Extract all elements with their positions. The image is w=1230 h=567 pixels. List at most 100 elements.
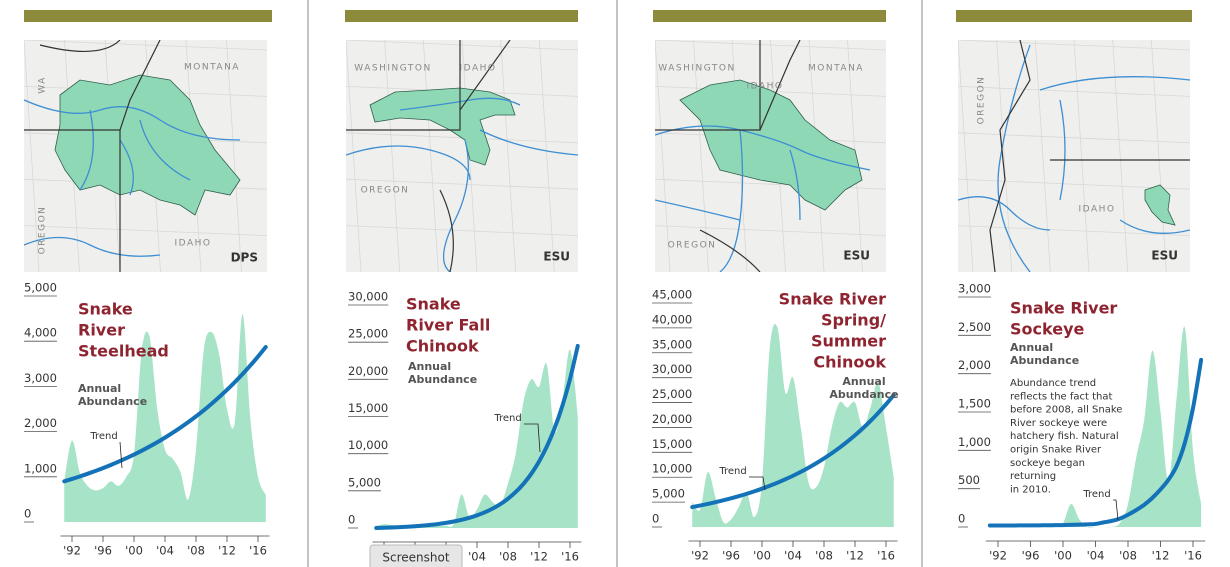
x-tick-label: '08 — [815, 549, 833, 563]
x-tick-label: '16 — [249, 544, 267, 558]
y-tick-label: 2,500 — [958, 320, 991, 334]
county-line — [1112, 40, 1129, 272]
trend-line — [62, 345, 268, 484]
map-label: OREGON — [977, 76, 987, 125]
x-tick-label: '00 — [125, 544, 143, 558]
map-badge: DPS — [231, 251, 258, 265]
map-label: IDAHO — [460, 64, 497, 74]
chart-subtitle: Annual — [842, 375, 885, 388]
county-line — [384, 40, 401, 272]
county-line — [422, 40, 439, 272]
abundance-area — [989, 326, 1202, 528]
state-border — [759, 40, 801, 131]
y-tick-label: 4,000 — [24, 326, 57, 340]
x-tick-label: '16 — [1184, 549, 1202, 563]
y-tick-label: 25,000 — [348, 327, 388, 341]
x-tick-label: '08 — [499, 550, 517, 564]
chart-note: sockeye began — [1010, 458, 1085, 469]
map — [24, 40, 267, 272]
x-tick-label: '12 — [530, 550, 548, 564]
chart-subtitle: Annual — [78, 382, 121, 395]
county-line — [24, 40, 267, 51]
chart-note: Abundance trend — [1010, 378, 1096, 389]
x-tick-label: '92 — [691, 549, 709, 563]
chart-note: in 2010. — [1010, 484, 1051, 495]
y-tick-label: 25,000 — [652, 387, 692, 401]
county-line — [346, 40, 362, 272]
trend-line — [987, 357, 1204, 528]
chart-title: Snake — [78, 300, 133, 319]
map-label: OREGON — [361, 186, 410, 196]
trend-line — [374, 343, 580, 530]
state-border — [39, 40, 121, 52]
trend-leader — [119, 441, 123, 469]
chart-note: River sockeye were — [1010, 418, 1107, 429]
map-label: MONTANA — [808, 64, 864, 74]
map-background — [958, 40, 1190, 272]
county-line — [226, 40, 242, 272]
chart-subtitle: Abundance — [1010, 354, 1079, 367]
chart-title: Steelhead — [78, 342, 169, 361]
y-tick-label: 5,000 — [348, 475, 381, 489]
y-tick-label: 5,000 — [24, 281, 57, 295]
y-tick-label: 45,000 — [652, 288, 692, 302]
y-tick-label: 0 — [348, 513, 355, 527]
y-tick-label: 1,000 — [958, 435, 991, 449]
chart-title: Snake River — [779, 290, 886, 309]
county-line — [1073, 40, 1090, 272]
x-tick-label: '96 — [1022, 549, 1040, 563]
trend-leader — [749, 476, 766, 491]
map — [958, 40, 1190, 272]
x-tick-label: '04 — [156, 544, 174, 558]
chart-note: returning — [1010, 471, 1056, 482]
y-tick-label: 10,000 — [652, 462, 692, 476]
county-line — [24, 40, 40, 272]
trend-label: Trend — [1082, 489, 1110, 500]
y-tick-label: 0 — [652, 512, 659, 526]
y-tick-label: 30,000 — [348, 290, 388, 304]
trend-label: Trend — [89, 431, 117, 442]
county-line — [538, 40, 555, 272]
y-tick-label: 15,000 — [652, 437, 692, 451]
county-line — [655, 225, 886, 236]
x-tick-label: '12 — [218, 544, 236, 558]
state-border — [989, 40, 1031, 272]
county-line — [655, 40, 886, 51]
x-tick-label: '92 — [989, 549, 1007, 563]
state-border — [459, 40, 511, 111]
chart-title: Chinook — [813, 353, 886, 372]
map-badge: ESU — [843, 249, 870, 263]
y-tick-label: 500 — [958, 473, 980, 487]
map-label: OREGON — [38, 206, 48, 255]
header-bar — [653, 10, 886, 22]
chart-title: Chinook — [406, 337, 479, 356]
chart-note: reflects the fact that — [1010, 391, 1113, 402]
y-tick-label: 10,000 — [348, 438, 388, 452]
y-tick-label: 1,500 — [958, 397, 991, 411]
trend-label: Trend — [493, 413, 521, 424]
x-tick-label: '96 — [94, 544, 112, 558]
x-tick-label: '08 — [187, 544, 205, 558]
trend-label: Trend — [718, 466, 746, 477]
chart-title: Snake — [406, 295, 461, 314]
chart-subtitle: Abundance — [78, 395, 147, 408]
map-badge: ESU — [543, 250, 570, 264]
map-label: WA — [38, 76, 48, 94]
river — [24, 236, 161, 257]
x-tick-label: '00 — [753, 549, 771, 563]
river — [79, 109, 94, 191]
river — [655, 125, 871, 171]
y-tick-label: 1,000 — [24, 461, 57, 475]
header-bar — [956, 10, 1192, 22]
chart-title: Summer — [811, 332, 886, 351]
y-tick-label: 20,000 — [348, 364, 388, 378]
state-border — [439, 189, 454, 272]
river — [1059, 99, 1066, 201]
chart-note: before 2008, all Snake — [1010, 405, 1122, 416]
x-tick-label: '00 — [1054, 549, 1072, 563]
state-border — [346, 40, 461, 131]
trend-line — [690, 393, 896, 510]
chart-note: origin Snake River — [1010, 445, 1102, 456]
chart-title: Sockeye — [1010, 320, 1084, 339]
county-line — [346, 225, 578, 236]
